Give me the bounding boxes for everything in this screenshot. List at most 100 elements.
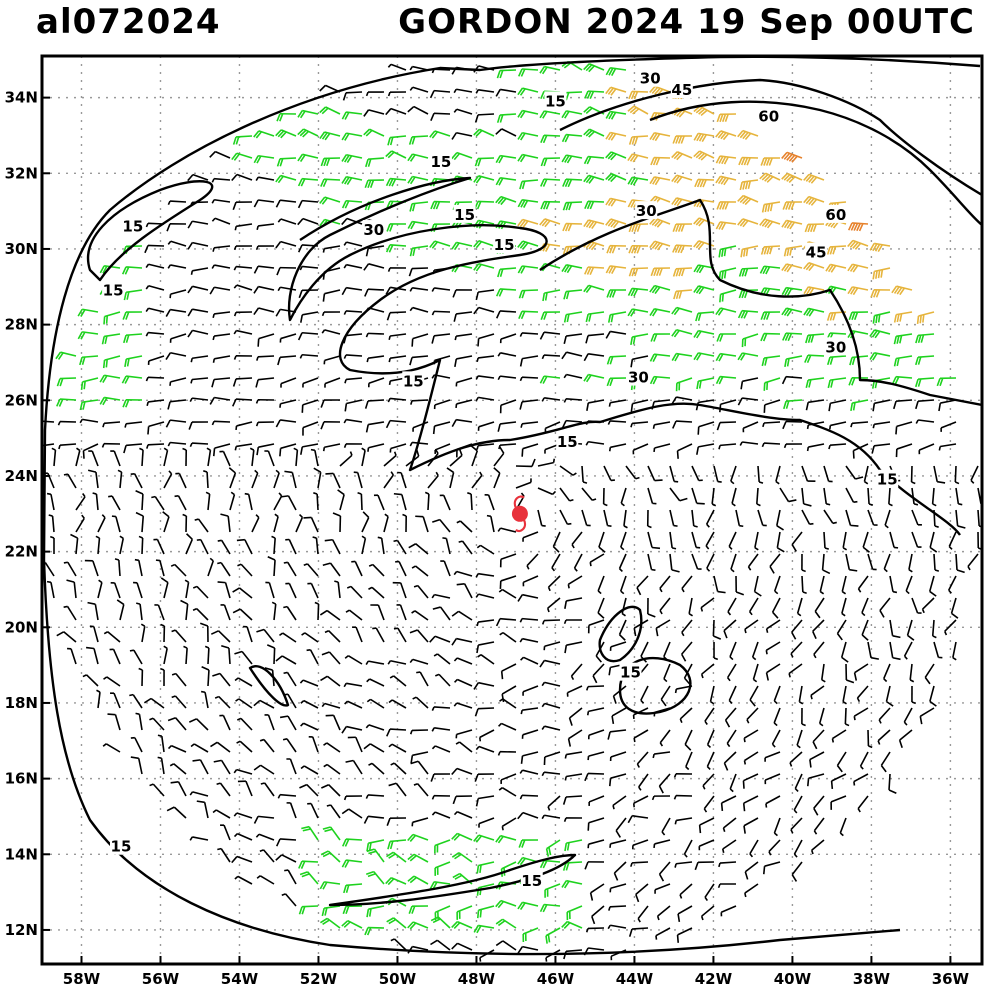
wind-barb: [190, 743, 209, 753]
wind-barb: [111, 515, 121, 533]
wind-barb: [883, 663, 891, 683]
wind-barb: [429, 89, 451, 99]
wind-barb: [603, 465, 615, 482]
wind-barb: [282, 738, 297, 753]
wind-barb: [671, 328, 693, 338]
wind-barb: [605, 110, 627, 120]
wind-barb: [716, 421, 737, 431]
wind-barb: [253, 307, 275, 315]
wind-barb: [783, 443, 803, 449]
wind-barb: [698, 839, 715, 851]
wind-barb: [906, 619, 915, 641]
wind-barb: [781, 151, 803, 163]
wind-barb: [796, 597, 803, 617]
wind-barb: [162, 511, 170, 533]
wind-barb: [320, 675, 341, 687]
wind-barb: [277, 218, 297, 225]
wind-barb: [322, 289, 341, 302]
wind-barb: [605, 86, 627, 96]
wind-barb: [297, 331, 319, 341]
wind-barb: [165, 308, 187, 317]
wind-barb: [434, 443, 451, 454]
wind-barb: [691, 465, 703, 482]
wind-barb: [147, 421, 165, 435]
wind-barb: [56, 377, 77, 387]
wind-barb: [411, 610, 429, 621]
wind-barb: [368, 586, 385, 599]
wind-barb: [109, 648, 121, 665]
wind-barb: [693, 285, 715, 295]
wind-barb: [166, 806, 187, 819]
wind-barb: [676, 927, 693, 943]
wind-barb: [656, 905, 671, 921]
wind-barb: [495, 288, 517, 297]
wind-barb: [342, 838, 363, 847]
wind-barb: [727, 597, 737, 616]
wind-barb: [519, 794, 539, 800]
wind-barb: [453, 702, 473, 709]
lon-tick-label: 40W: [774, 970, 812, 988]
wind-barb: [185, 533, 194, 555]
wind-barb: [347, 736, 363, 753]
wind-barb: [607, 311, 627, 323]
wind-barb: [473, 924, 495, 934]
wind-barb: [476, 861, 495, 874]
wind-barb: [320, 420, 341, 430]
contour-label: 15: [545, 92, 566, 110]
wind-barb: [301, 399, 319, 413]
wind-barb: [146, 399, 165, 407]
wind-barb: [659, 729, 671, 747]
wind-barb: [321, 905, 341, 917]
wind-barb: [385, 107, 407, 116]
contour-60: [649, 100, 982, 226]
wind-barb: [823, 509, 837, 525]
wind-barb: [323, 763, 341, 775]
wind-barb: [307, 582, 319, 599]
wind-barb: [583, 284, 605, 294]
wind-barb: [893, 333, 913, 345]
wind-barb: [541, 397, 561, 402]
wind-barb: [740, 377, 759, 390]
wind-barb: [853, 663, 869, 681]
wind-barb: [541, 814, 561, 820]
wind-barb: [117, 469, 123, 489]
wind-barb: [936, 377, 957, 387]
wind-barb: [429, 635, 451, 643]
wind-barb: [810, 685, 825, 700]
wind-barb: [63, 605, 77, 621]
wind-barb: [190, 355, 209, 363]
wind-barb: [653, 443, 671, 453]
wind-barb: [344, 655, 363, 665]
wind-barb: [583, 63, 605, 73]
wind-barb: [313, 467, 322, 489]
wind-barb: [476, 905, 495, 919]
wind-barb: [585, 927, 605, 933]
wind-barb: [187, 329, 209, 338]
wind-barb: [754, 531, 759, 551]
wind-barb: [628, 90, 649, 100]
wind-barb: [627, 814, 649, 824]
wind-barb: [298, 905, 319, 915]
wind-barb: [735, 509, 744, 528]
wind-barb: [759, 265, 781, 275]
wind-barb: [814, 597, 825, 619]
wind-barb: [283, 561, 297, 577]
wind-barb: [323, 355, 341, 365]
wind-barb: [649, 284, 671, 295]
wind-barb: [365, 332, 385, 338]
wind-barb: [256, 443, 275, 456]
wind-barb: [841, 575, 847, 595]
wind-barb: [408, 135, 429, 145]
wind-barb: [108, 495, 121, 511]
wind-barb: [300, 722, 319, 731]
contour-label: 15: [122, 217, 143, 235]
wind-barb: [735, 575, 745, 596]
wind-barb: [49, 535, 55, 555]
wind-barb: [647, 487, 657, 505]
wind-barb: [583, 155, 605, 165]
wind-barb: [451, 852, 473, 863]
wind-barb: [761, 355, 781, 367]
wind-barb: [587, 729, 605, 740]
wind-barb: [276, 266, 297, 276]
wind-barb: [169, 289, 187, 299]
